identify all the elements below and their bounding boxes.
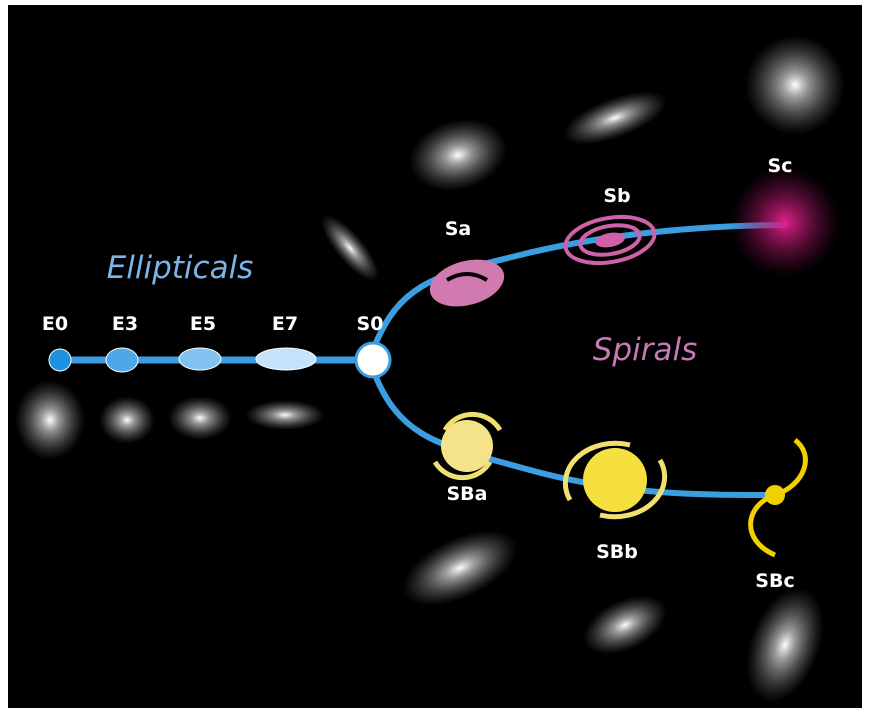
group-label: Spirals (593, 332, 697, 368)
node-label: E3 (112, 313, 138, 335)
node-label: Sa (445, 218, 472, 240)
node-label: Sb (603, 185, 630, 207)
node-label: Sc (768, 155, 793, 177)
node-label: S0 (357, 313, 384, 335)
node-label: SBa (447, 483, 488, 505)
node-label: E0 (42, 313, 68, 335)
node-label: SBc (755, 570, 794, 592)
node-label: E7 (272, 313, 298, 335)
group-label: Ellipticals (107, 250, 254, 286)
node-label: SBb (596, 541, 638, 563)
diagram: Ellipticals Spirals E0 E3 E5 E7 S0 Sa Sb… (0, 0, 869, 717)
node-label: E5 (190, 313, 216, 335)
